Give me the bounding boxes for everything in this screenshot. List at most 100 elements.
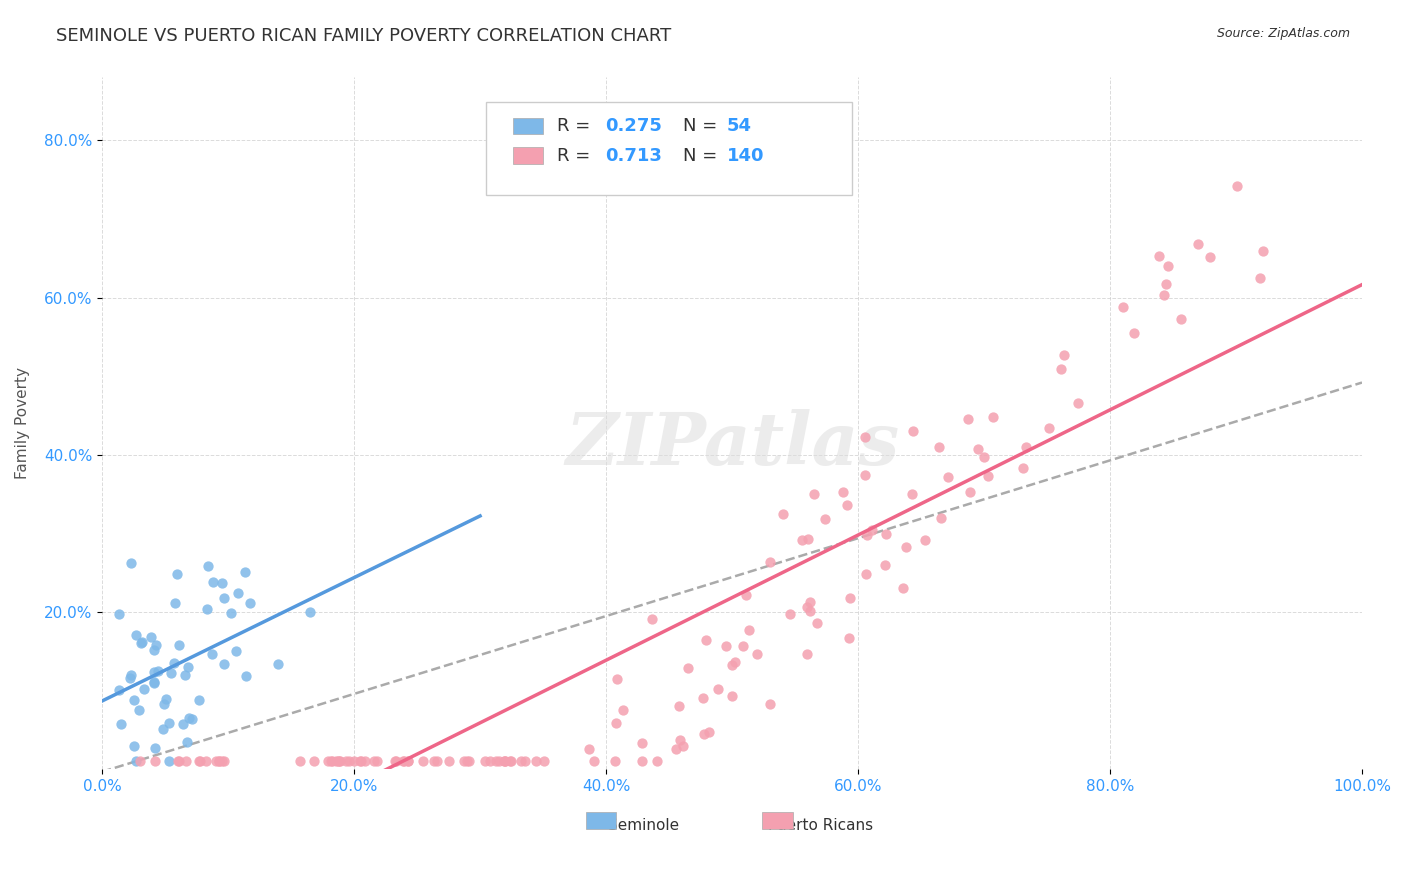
Point: [354, 755, 377, 769]
Point: [145, 755, 167, 769]
Point: [665, 741, 688, 756]
Point: [214, 657, 236, 671]
Point: [903, 424, 925, 438]
Point: [456, 755, 478, 769]
Point: [412, 755, 434, 769]
Point: [721, 657, 744, 672]
Text: R =: R =: [557, 146, 596, 165]
Point: [187, 755, 209, 769]
Point: [392, 755, 415, 769]
Text: SEMINOLE VS PUERTO RICAN FAMILY POVERTY CORRELATION CHART: SEMINOLE VS PUERTO RICAN FAMILY POVERTY …: [56, 27, 672, 45]
Point: [630, 736, 652, 750]
Point: [211, 575, 233, 590]
Point: [603, 755, 626, 769]
Point: [205, 755, 228, 769]
Point: [343, 755, 366, 769]
Point: [1014, 441, 1036, 455]
Point: [235, 669, 257, 683]
Point: [1053, 348, 1076, 362]
Point: [177, 711, 200, 725]
Point: [799, 594, 821, 608]
Point: [707, 681, 730, 696]
Point: [853, 467, 876, 482]
Point: [166, 567, 188, 582]
Text: ZIPatlas: ZIPatlas: [565, 409, 898, 480]
Point: [124, 739, 146, 753]
Point: [1170, 312, 1192, 326]
Point: [290, 755, 312, 769]
Point: [738, 623, 761, 637]
Point: [110, 716, 132, 731]
Point: [298, 605, 321, 619]
Point: [524, 755, 547, 769]
Point: [724, 655, 747, 669]
Point: [153, 697, 176, 711]
Point: [1149, 249, 1171, 263]
Point: [349, 755, 371, 769]
Point: [107, 607, 129, 621]
Point: [177, 660, 200, 674]
Point: [499, 755, 522, 769]
Point: [129, 755, 152, 769]
Point: [692, 690, 714, 705]
Point: [479, 755, 502, 769]
Point: [363, 755, 385, 769]
Point: [239, 596, 262, 610]
Point: [328, 755, 350, 769]
Point: [219, 606, 242, 620]
Point: [799, 604, 821, 618]
Point: [120, 556, 142, 570]
Point: [494, 755, 516, 769]
Point: [959, 485, 981, 500]
Point: [302, 755, 325, 769]
Point: [931, 511, 953, 525]
Point: [839, 591, 862, 605]
Point: [697, 724, 720, 739]
Point: [128, 703, 150, 717]
Point: [457, 755, 479, 769]
Point: [578, 741, 600, 756]
Point: [155, 691, 177, 706]
Point: [1112, 301, 1135, 315]
Point: [226, 585, 249, 599]
Point: [392, 755, 415, 769]
Point: [779, 607, 801, 622]
Point: [759, 555, 782, 569]
FancyBboxPatch shape: [513, 147, 543, 164]
Point: [720, 689, 742, 703]
Point: [900, 487, 922, 501]
Point: [143, 665, 166, 680]
Point: [1199, 250, 1222, 264]
Point: [167, 755, 190, 769]
FancyBboxPatch shape: [586, 813, 616, 829]
Point: [134, 681, 156, 696]
FancyBboxPatch shape: [486, 102, 852, 195]
Point: [976, 469, 998, 483]
Point: [672, 739, 695, 753]
Point: [366, 755, 388, 769]
Text: N =: N =: [683, 117, 723, 135]
Point: [157, 755, 180, 769]
Text: 54: 54: [727, 117, 752, 135]
Point: [335, 755, 357, 769]
Point: [143, 643, 166, 657]
Point: [120, 668, 142, 682]
Point: [188, 755, 211, 769]
Point: [145, 638, 167, 652]
Point: [759, 697, 782, 711]
Point: [118, 671, 141, 685]
Point: [891, 582, 914, 596]
Point: [860, 523, 883, 537]
Point: [181, 712, 204, 726]
Point: [384, 755, 406, 769]
Point: [894, 540, 917, 554]
Point: [1187, 237, 1209, 252]
Point: [172, 717, 194, 731]
Point: [437, 755, 460, 769]
Point: [495, 755, 517, 769]
Point: [349, 755, 371, 769]
Point: [605, 716, 627, 731]
Point: [797, 532, 820, 546]
Point: [321, 755, 343, 769]
Point: [176, 734, 198, 748]
